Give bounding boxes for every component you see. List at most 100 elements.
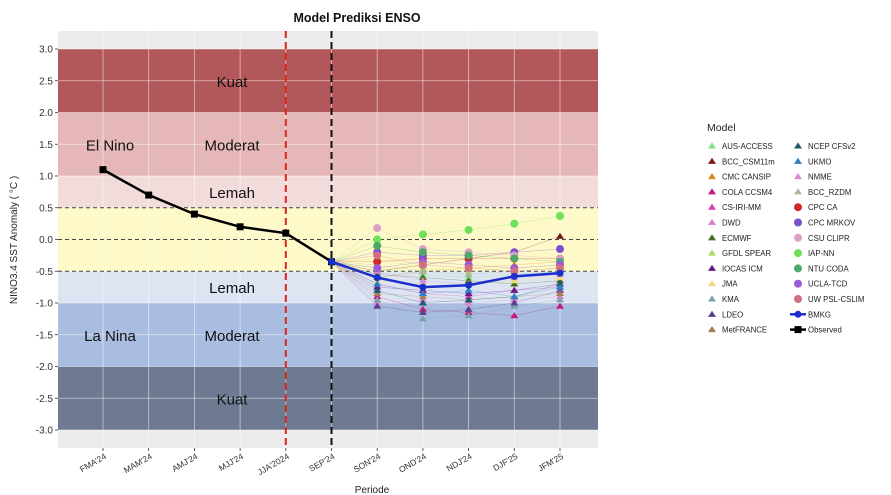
model-point [373, 299, 382, 306]
model-point [373, 241, 382, 250]
model-point [510, 280, 519, 287]
legend-key [794, 233, 802, 242]
legend-key [708, 249, 716, 256]
model-line [331, 261, 561, 285]
y-tick-label: -3.0 [36, 426, 54, 437]
model-point [418, 305, 427, 312]
x-tick-label: SEP'24 [307, 451, 337, 474]
model-point [556, 302, 564, 309]
model-line [331, 261, 561, 304]
legend-label: UW PSL-CSLIM [808, 295, 864, 304]
series-point-observed [236, 223, 244, 231]
legend-label: CMC CANSIP [722, 173, 771, 182]
model-point [510, 254, 519, 263]
legend-label: CPC CA [808, 203, 838, 212]
model-point [373, 286, 382, 293]
chart-title: Model Prediksi ENSO [293, 11, 420, 25]
model-line [331, 227, 561, 262]
model-point [556, 277, 564, 284]
legend-label: IAP-NN [808, 249, 834, 258]
model-point [464, 264, 473, 273]
model-line [331, 258, 560, 262]
model-point [464, 270, 473, 277]
model-point [556, 264, 564, 273]
legend-key [794, 203, 802, 212]
model-point [464, 289, 473, 296]
model-point [418, 308, 427, 316]
model-line [331, 261, 561, 301]
legend-label: NMME [808, 173, 832, 182]
model-point [510, 299, 519, 306]
model-point [510, 296, 519, 303]
series-point-bmkg [465, 281, 473, 289]
model-point [556, 212, 564, 221]
legend-label: CSU CLIPR [808, 234, 850, 243]
band-label: Moderat [204, 328, 260, 345]
legend-label: GFDL SPEAR [722, 249, 771, 258]
model-point [418, 299, 427, 306]
legend-label: MetFRANCE [722, 326, 767, 335]
model-point [510, 286, 519, 293]
legend-label: KMA [722, 295, 740, 304]
x-tick-label: JJA'2024 [256, 451, 291, 477]
model-line [331, 261, 561, 297]
model-point [418, 248, 427, 257]
model-line [331, 261, 561, 304]
model-point [373, 280, 382, 287]
legend-key [708, 264, 716, 271]
model-point [373, 264, 382, 273]
series-point-bmkg [419, 283, 427, 291]
legend-title: Model [707, 122, 736, 134]
legend-key [708, 234, 716, 241]
legend-key [794, 264, 802, 273]
model-point [373, 257, 382, 266]
legend-key [794, 279, 802, 288]
model-point [556, 293, 564, 300]
model-point [418, 267, 427, 274]
y-tick-label: 1.0 [39, 172, 53, 183]
model-point [373, 302, 382, 309]
series-point-bmkg [510, 272, 518, 280]
model-point [418, 315, 427, 322]
legend-key [794, 295, 802, 303]
y-tick-label: -1.0 [36, 299, 54, 310]
series-point-bmkg [373, 274, 381, 282]
model-point [373, 224, 382, 233]
x-tick-label: MAM'24 [122, 451, 154, 475]
model-point [510, 267, 519, 276]
model-point [556, 232, 564, 239]
legend-label: BMKG [808, 310, 831, 319]
model-point [510, 312, 519, 319]
plot-area: Kuat Moderat Lemah Lemah Moderat Kuat El Nino L… [36, 31, 598, 477]
x-tick-label: NDJ'24 [445, 451, 474, 474]
legend-label: AUS-ACCESS [722, 142, 773, 151]
series-point-observed [282, 229, 290, 237]
x-tick-label: DJF'25 [491, 451, 519, 473]
model-point [556, 286, 564, 293]
model-line [331, 261, 561, 313]
legend-label: BCC_CSM11m [722, 157, 775, 166]
model-point [556, 280, 564, 287]
legend-key [708, 203, 716, 210]
model-point [464, 299, 473, 306]
model-point [373, 296, 382, 303]
model-line [331, 261, 561, 320]
model-line [331, 248, 561, 262]
legend-label: IOCAS ICM [722, 264, 763, 273]
model-line [331, 261, 561, 275]
model-line [331, 245, 561, 262]
y-axis-label: NINO3.4 SST Anomaly ( °C ) [9, 176, 20, 304]
model-line [331, 236, 561, 272]
model-point [556, 289, 564, 296]
model-point [418, 274, 427, 281]
legend-label: NCEP CFSv2 [808, 142, 856, 151]
model-line [331, 261, 561, 278]
legend-label: ECMWF [722, 234, 752, 243]
legend-label: JMA [722, 280, 738, 289]
legend-key [794, 310, 802, 318]
model-point [373, 235, 382, 244]
legend-label: CPC MRKOV [808, 219, 856, 228]
legend-key [708, 310, 716, 317]
x-tick-label: OND'24 [397, 451, 428, 475]
